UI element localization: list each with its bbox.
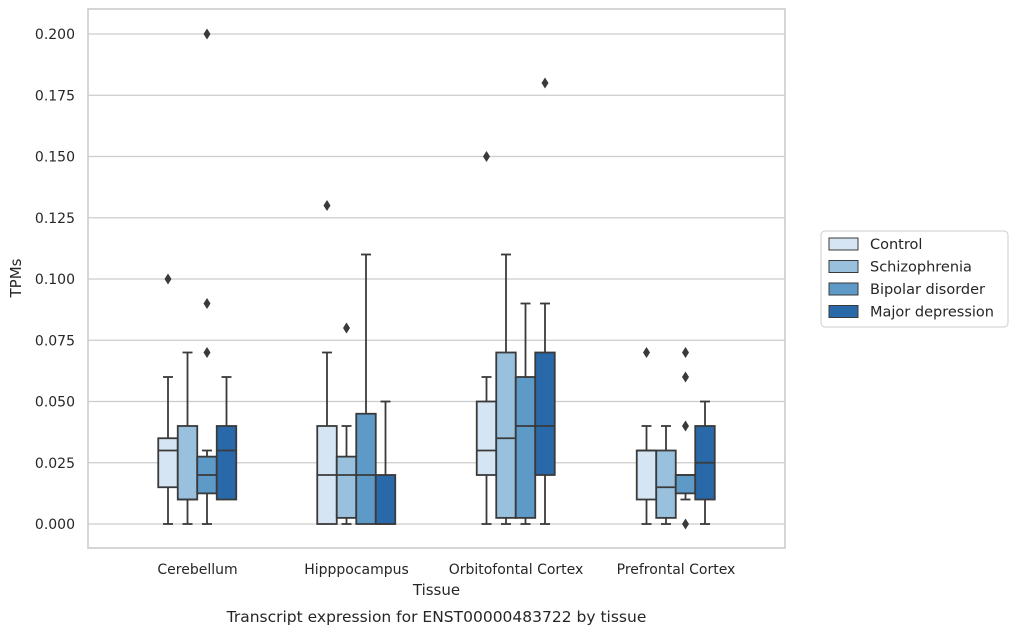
y-tick-label: 0.000 [35, 517, 75, 533]
legend-items: Control Schizophrenia Bipolar disorder Majo… [828, 237, 994, 321]
legend-swatch [828, 237, 859, 251]
y-tick-label: 0.075 [35, 333, 75, 349]
box-1-0 [316, 200, 338, 525]
box-1-1 [335, 322, 358, 525]
plot-frame [87, 8, 786, 549]
x-tick-label: Orbitofontal Cortex [449, 562, 584, 578]
y-axis-title: TPMs [7, 258, 25, 298]
box-iqr [514, 376, 537, 519]
x-tick-label: Prefrontal Cortex [617, 562, 736, 578]
box-iqr [355, 412, 377, 525]
box-iqr [655, 449, 677, 519]
legend-swatch [828, 305, 859, 318]
legend-item: Schizophrenia [828, 260, 972, 276]
y-tick-labels: 0.000 0.025 0.050 0.075 0.100 0.125 0.150 0.175… [35, 27, 75, 533]
y-tick-label: 0.150 [35, 150, 75, 166]
box-3-0 [635, 347, 658, 525]
outlier-point [203, 298, 211, 309]
box-0-0 [157, 273, 179, 525]
y-tick-label: 0.025 [35, 456, 75, 472]
box-iqr [534, 351, 556, 476]
box-iqr [374, 474, 397, 525]
outlier-point [483, 151, 490, 162]
box-iqr [635, 449, 658, 501]
outlier-point [343, 322, 350, 334]
box-1-3 [374, 400, 397, 525]
chart-caption: Transcript expression for ENST0000048372… [226, 608, 647, 626]
box-0-3 [215, 376, 238, 501]
box-iqr [157, 437, 179, 489]
y-tick-label: 0.200 [35, 27, 75, 43]
box-0-2 [196, 28, 218, 525]
box-iqr [215, 425, 238, 501]
outlier-point [682, 420, 689, 432]
box-3-3 [694, 400, 716, 525]
box-layer [157, 28, 716, 530]
legend-item: Control [828, 237, 922, 253]
outlier-point [203, 347, 211, 358]
box-3-1 [655, 425, 677, 525]
legend-frame [820, 230, 1009, 328]
outlier-point [541, 77, 549, 89]
legend-item: Major depression [828, 305, 994, 321]
x-axis-title: Tissue [412, 581, 460, 599]
outlier-point [203, 28, 211, 40]
box-0-1 [176, 351, 199, 525]
legend-label: Control [870, 237, 922, 253]
box-iqr [335, 455, 358, 519]
x-tick-label: Hipppocampus [304, 562, 409, 578]
legend: Control Schizophrenia Bipolar disorder Majo… [820, 230, 1009, 328]
legend-label: Major depression [870, 305, 994, 321]
y-tick-label: 0.050 [35, 395, 75, 411]
box-iqr [674, 474, 697, 495]
outlier-point [682, 518, 689, 530]
box-iqr [475, 400, 498, 476]
legend-label: Schizophrenia [870, 260, 972, 276]
outlier-point [643, 347, 650, 358]
box-1-2 [355, 253, 377, 525]
outlier-point [682, 371, 689, 383]
box-2-2 [514, 302, 537, 525]
y-tick-label: 0.100 [35, 272, 75, 288]
y-tick-label: 0.175 [35, 88, 75, 104]
y-tick-label: 0.125 [35, 211, 75, 227]
legend-item: Bipolar disorder [828, 282, 985, 298]
legend-swatch [828, 260, 859, 273]
box-iqr [176, 425, 199, 501]
x-tick-label: Cerebellum [157, 562, 237, 578]
outlier-point [682, 347, 689, 358]
box-3-2 [674, 347, 697, 530]
box-iqr [495, 351, 517, 519]
x-tick-labels: Cerebellum Hipppocampus Orbitofontal Corte… [157, 562, 735, 578]
outlier-point [323, 200, 331, 211]
outlier-point [164, 273, 172, 285]
box-2-0 [475, 151, 498, 525]
legend-swatch [828, 282, 859, 296]
box-2-3 [534, 77, 556, 525]
box-2-1 [495, 253, 517, 525]
legend-label: Bipolar disorder [870, 282, 985, 298]
